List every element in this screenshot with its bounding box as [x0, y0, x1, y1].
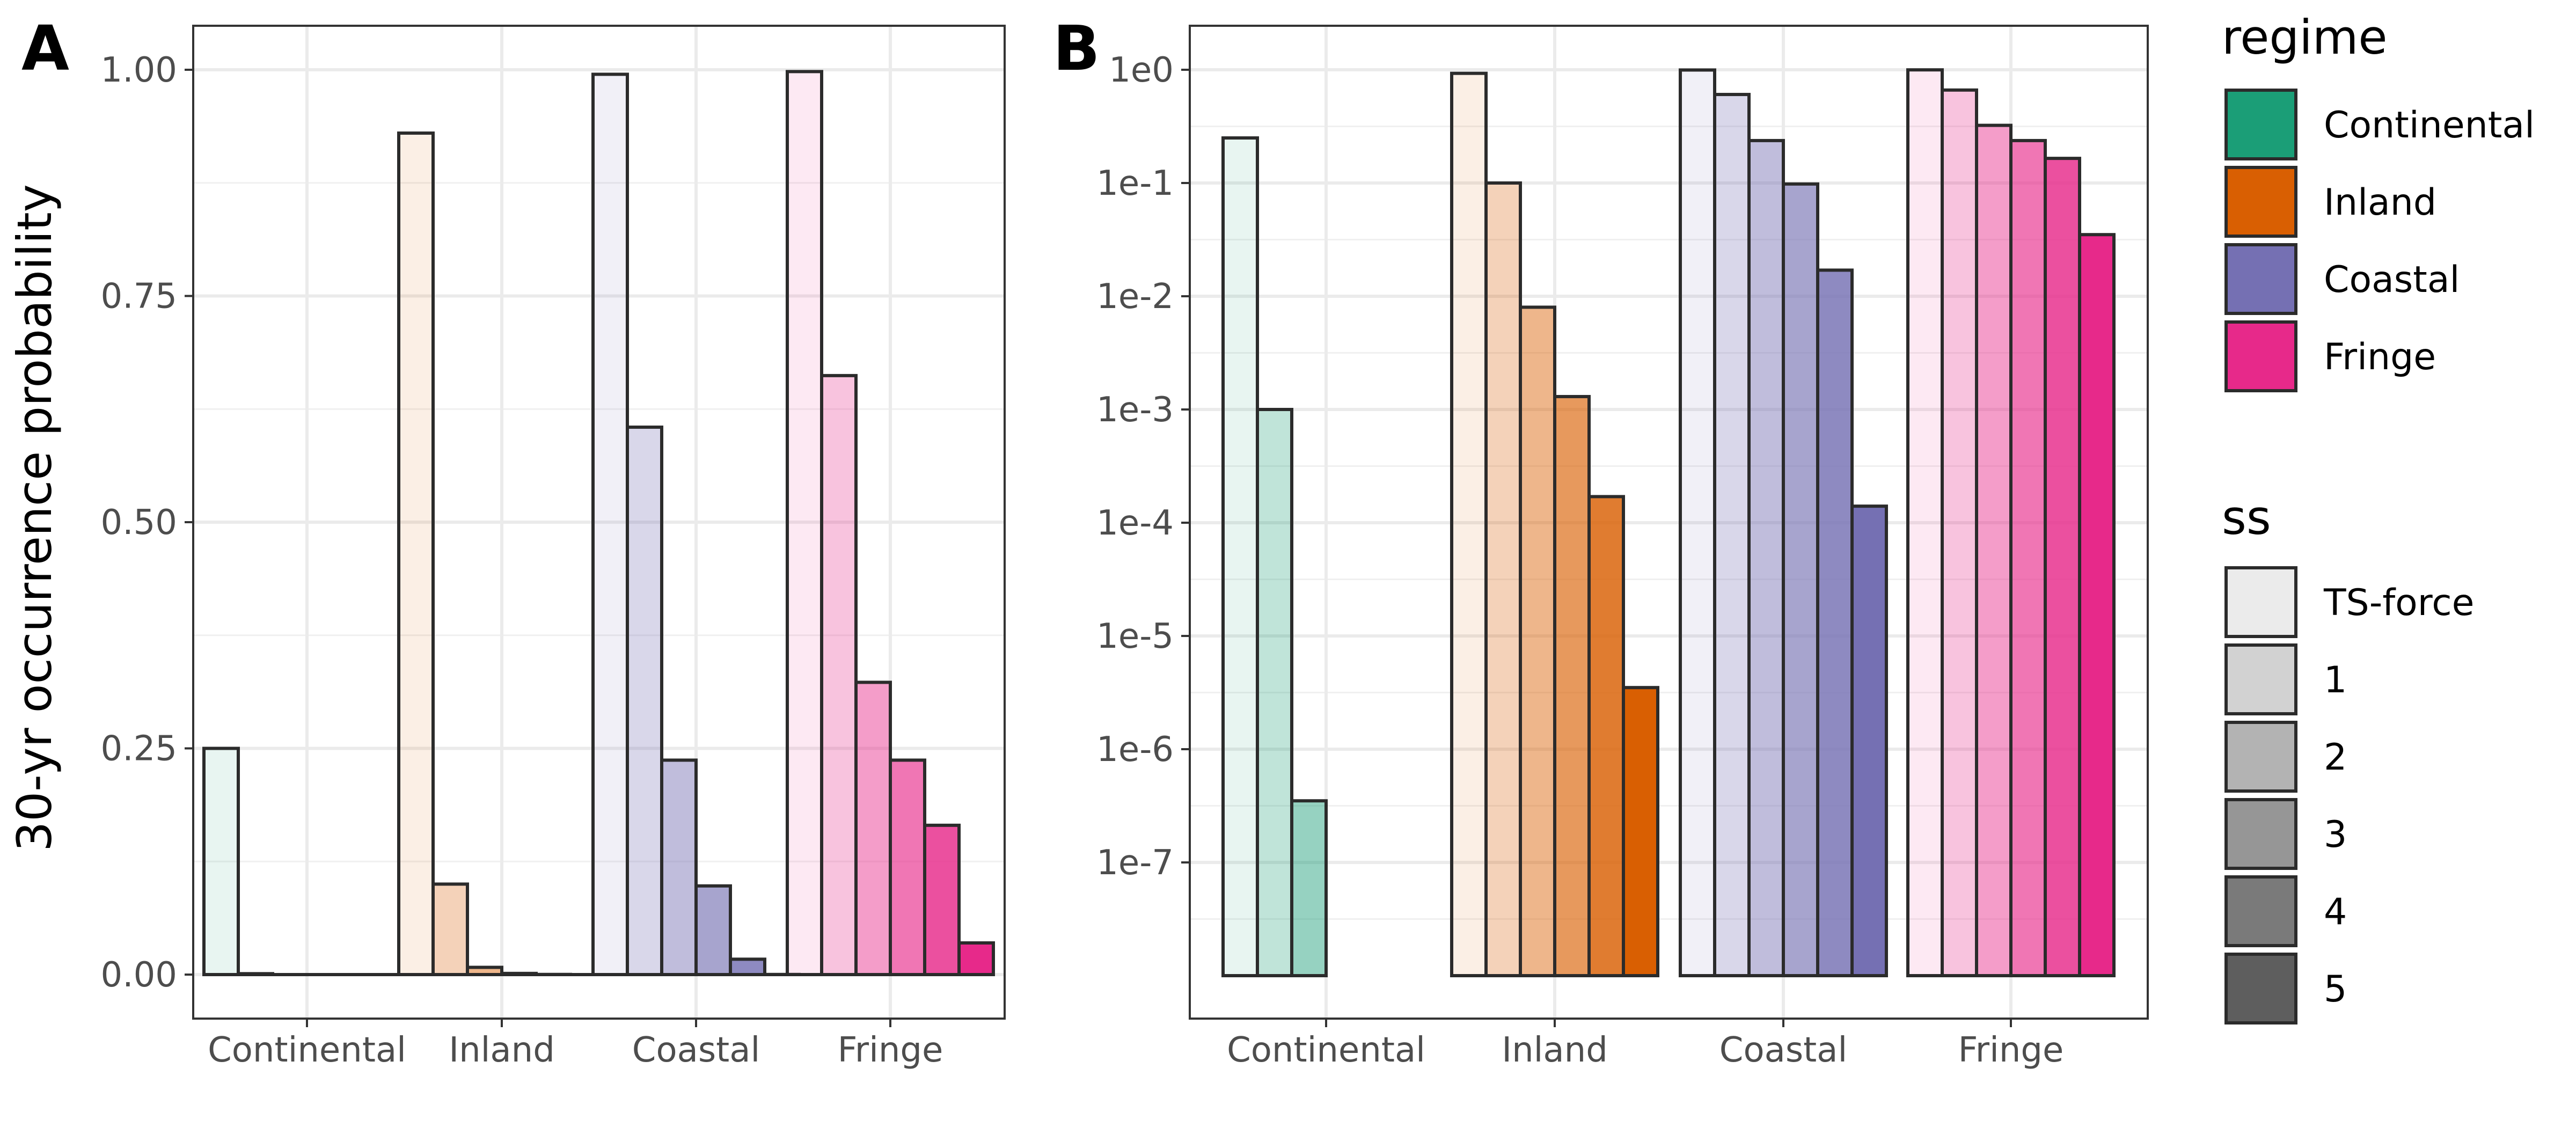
panel-b-bar: [1290, 799, 1328, 978]
legend-regime-items: Continental Inland Coastal Fringe: [2224, 89, 2535, 392]
panel-b-y-tick-label: 1e-2: [1096, 277, 1174, 317]
legend-ss-swatch: [2224, 721, 2297, 793]
panel-b-y-tick-label: 1e-6: [1096, 730, 1174, 770]
panel-a-bar: [889, 758, 926, 976]
legend: regime ss Continental Inland Coastal Fringe…: [2222, 10, 2535, 1024]
panel-a-bar: [397, 131, 435, 976]
legend-regime-label: Inland: [2324, 181, 2436, 224]
panel-b-bar: [2009, 138, 2047, 977]
panel-a-bar: [957, 941, 995, 976]
panel-a-bar: [660, 758, 698, 976]
legend-regime-swatch: [2224, 320, 2297, 392]
panel-a-bar: [466, 965, 503, 976]
panel-a-y-tick-label: 0.75: [101, 277, 178, 317]
legend-ss-swatch: [2224, 798, 2297, 870]
panel-b-axes: 1e0 1e-1 1e-2 1e-3 1e-4 1e-5 1e-6 1e-7 Continent…: [1096, 50, 2063, 1070]
panel-a-bar: [202, 747, 240, 976]
panel-b-bar: [1519, 305, 1556, 977]
legend-regime-swatch: [2224, 243, 2297, 315]
panel-a-axes: 0.00 0.25 0.50 0.75 1.00 Continental Inland Coa…: [101, 50, 943, 1070]
legend-regime-label: Continental: [2324, 104, 2535, 147]
legend-ss-label: 5: [2324, 968, 2347, 1011]
legend-ss-label: 1: [2324, 659, 2347, 701]
panel-b-y-tick-label: 1e-3: [1096, 390, 1174, 430]
panel-b-x-tick-label: Fringe: [1958, 1030, 2064, 1070]
panel-b-bar: [1747, 138, 1785, 977]
panel-b-bar: [1975, 123, 2012, 978]
panel-b-bar: [1679, 68, 1716, 977]
panel-a-bar: [923, 823, 961, 977]
legend-regime-title: regime: [2222, 10, 2388, 65]
panel-a-x-tick-label: Coastal: [632, 1030, 760, 1070]
legend-ss-label: 3: [2324, 814, 2347, 856]
panel-b-x-tick-label: Continental: [1227, 1030, 1425, 1070]
panel-b-y-tick-label: 1e-7: [1096, 843, 1174, 883]
panel-b-bar: [1256, 408, 1293, 977]
panel-b-bar: [1450, 71, 1488, 977]
panel-b-y-tick-label: 1e-4: [1096, 503, 1174, 543]
panel-b-bar: [2044, 157, 2081, 978]
legend-ss-label: 4: [2324, 891, 2347, 933]
panel-a-x-tick-label: Continental: [208, 1030, 406, 1070]
legend-ss-swatch: [2224, 953, 2297, 1024]
panel-a-x-tick-label: Fringe: [838, 1030, 943, 1070]
panel-b-bar: [1850, 504, 1888, 977]
panel-a-bar: [431, 882, 469, 977]
legend-ss-label: 2: [2324, 736, 2347, 779]
panel-a-x-tick-label: Inland: [449, 1030, 555, 1070]
panel-a-bar: [854, 680, 892, 976]
legend-regime-label: Fringe: [2324, 336, 2436, 378]
legend-ss-swatch: [2224, 566, 2297, 638]
panel-a-bar: [626, 425, 663, 976]
panel-a-bar: [820, 374, 858, 976]
panel-b-bars: [1221, 68, 2116, 978]
panel-b-x-tick-label: Coastal: [1719, 1030, 1848, 1070]
panel-b-bar: [1622, 686, 1659, 977]
panel-b-bar: [1587, 495, 1625, 977]
panel-b-bar: [2078, 233, 2116, 977]
panel-a-bars: [202, 70, 995, 977]
panel-a-bar: [237, 972, 274, 976]
panel-b-bar: [1816, 268, 1854, 978]
panel-b-bar: [1782, 182, 1819, 977]
legend-regime-swatch: [2224, 166, 2297, 238]
panel-b-bar: [1553, 394, 1591, 977]
panel-b-y-tick-label: 1e0: [1109, 50, 1174, 90]
panel-a-bar: [729, 957, 766, 977]
panel-a-letter: A: [21, 13, 69, 85]
panel-b-bar: [1941, 88, 1978, 978]
legend-ss-title: ss: [2222, 490, 2271, 545]
panel-a-y-tick-label: 1.00: [101, 50, 178, 90]
panel-b-letter: B: [1053, 13, 1100, 85]
panel-b-bar: [1906, 68, 1944, 977]
legend-ss-swatch: [2224, 643, 2297, 715]
panel-a-bar: [786, 70, 823, 977]
legend-regime-label: Coastal: [2324, 259, 2460, 301]
panel-a-y-tick-label: 0.25: [101, 729, 178, 769]
legend-ss-label: TS-force: [2323, 582, 2474, 624]
legend-ss-items: TS-force 1 2 3 4 5: [2224, 566, 2474, 1024]
legend-regime-swatch: [2224, 89, 2297, 160]
panel-a-y-tick-label: 0.00: [101, 955, 178, 995]
panel-a-grid: [193, 26, 1005, 1019]
panel-b-x-tick-label: Inland: [1502, 1030, 1608, 1070]
panel-a-y-axis-label: 30-yr occurrence probability: [7, 184, 62, 852]
panel-a-bar: [500, 971, 538, 977]
panel-a-y-tick-label: 0.50: [101, 503, 178, 543]
panel-b-y-tick-label: 1e-5: [1096, 617, 1174, 656]
panel-a: 0.00 0.25 0.50 0.75 1.00 Continental Inland Coa…: [7, 13, 1006, 1070]
panel-b-bar: [1221, 136, 1259, 977]
panel-b-y-tick-label: 1e-1: [1096, 164, 1174, 203]
panel-a-bar: [591, 72, 629, 976]
panel-b-bar: [1713, 93, 1751, 978]
legend-ss-swatch: [2224, 875, 2297, 947]
panel-a-bar: [694, 884, 732, 976]
panel-b-bar: [1484, 181, 1522, 977]
panel-b: 1e0 1e-1 1e-2 1e-3 1e-4 1e-5 1e-6 1e-7 Continent…: [1053, 13, 2149, 1070]
